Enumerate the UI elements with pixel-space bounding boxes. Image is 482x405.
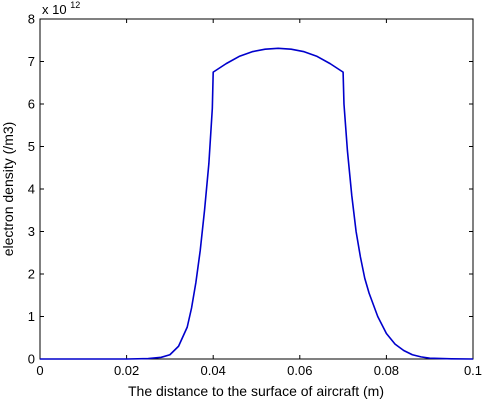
tick-labels: 0 0.02 0.04 0.06 0.08 0.1 0 1 2 3 4 5 6 7 8 <box>28 12 482 379</box>
y-exponent-label: x 10 12 <box>42 0 80 17</box>
y-tick-label: 5 <box>28 139 35 154</box>
y-tick-label: 2 <box>28 267 35 282</box>
y-tick-label: 4 <box>28 182 35 197</box>
y-exponent-power: 12 <box>70 0 80 10</box>
series-line-0 <box>40 47 474 360</box>
x-tick-label: 0.1 <box>464 363 482 378</box>
x-tick-label: 0.06 <box>287 363 312 378</box>
x-tick-label: 0.04 <box>201 363 226 378</box>
x-tick-label: 0.08 <box>374 363 399 378</box>
y-axis-label: electron density (/m3) <box>0 122 16 257</box>
y-tick-label: 7 <box>28 54 35 69</box>
y-tick-label: 8 <box>28 12 35 27</box>
y-tick-label: 3 <box>28 224 35 239</box>
y-tick-label: 0 <box>28 352 35 367</box>
y-tick-label: 6 <box>28 97 35 112</box>
x-axis-label: The distance to the surface of aircraft … <box>128 383 384 399</box>
y-exponent-base: x 10 <box>42 2 67 17</box>
series-group <box>40 47 474 360</box>
x-tick-label: 0.02 <box>114 363 139 378</box>
y-tick-label: 1 <box>28 309 35 324</box>
plot-area <box>39 18 474 360</box>
x-tick-label: 0 <box>36 363 43 378</box>
